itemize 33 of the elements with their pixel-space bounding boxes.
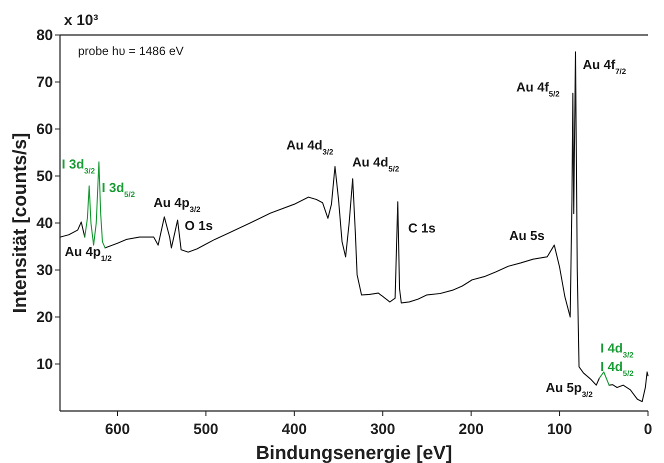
text: x 10³ [64, 12, 98, 29]
annotation: Au 4p$_{1/2}$ [64, 244, 112, 262]
y-tick-label: 10 [36, 356, 53, 373]
x-tick-label: 0 [644, 421, 652, 438]
annotation: Au 4f$_{5/2}$ [516, 79, 560, 98]
annotation: I 4d$_{5/2}$ [600, 359, 634, 378]
x-tick-label: 400 [282, 421, 307, 438]
annotation: Au 4d$_{3/2}$ [286, 138, 334, 156]
annotation: Au 5s [509, 228, 545, 243]
x-tick-label: 200 [458, 421, 484, 438]
y-tick-label: 50 [36, 168, 53, 185]
annotation: O 1s [184, 218, 213, 234]
y-axis-title: Intensität [counts/s] [10, 132, 31, 314]
annotation: I 3d$_{3/2}$ [62, 156, 96, 175]
annotation: I 3d$_{5/2}$ [102, 180, 136, 198]
x-tick-label: 100 [547, 421, 572, 438]
y-tick-label: 30 [36, 262, 53, 279]
y-tick-label: 70 [36, 74, 53, 91]
annotation: Au 4d$_{5/2}$ [352, 154, 400, 174]
y-tick-label: 80 [36, 27, 53, 44]
x-axis-title: Bindungsenergie [eV] [256, 443, 452, 463]
y-tick-label: 20 [36, 309, 53, 326]
annotation: Au 4p$_{3/2}$ [153, 195, 202, 214]
annotation: C 1s [408, 220, 436, 236]
x-tick-label: 300 [370, 421, 396, 438]
annotation: Au 5p$_{3/2}$ [546, 380, 594, 399]
y-tick-label: 60 [36, 121, 53, 138]
x-tick-label: 500 [193, 421, 218, 438]
y-tick-label: 40 [36, 215, 53, 232]
annotation: probe hυ = 1486 eV [78, 44, 184, 58]
annotation: I 4d$_{3/2}$ [600, 340, 634, 359]
annotation: Au 4f$_{7/2}$ [582, 56, 627, 76]
x-tick-label: 600 [104, 421, 130, 438]
